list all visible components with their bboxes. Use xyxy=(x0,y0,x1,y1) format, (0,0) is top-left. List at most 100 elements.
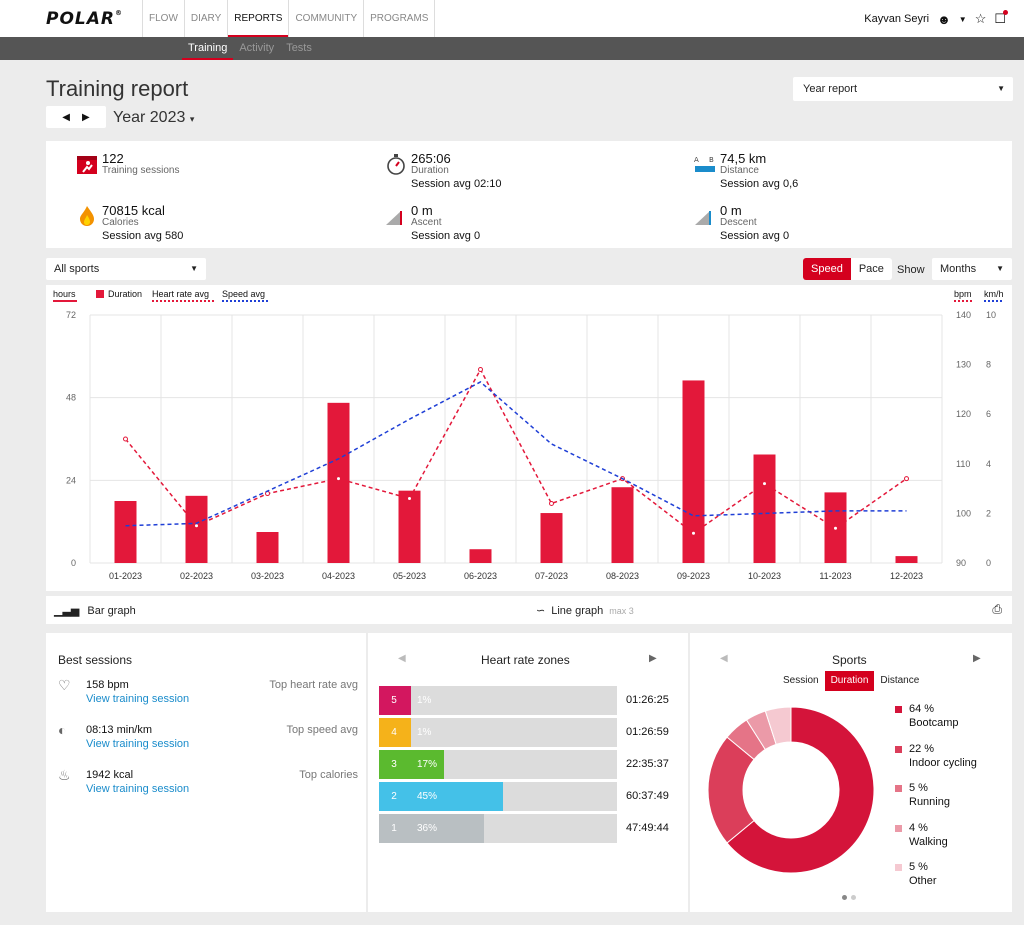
next-period-button[interactable]: ▶ xyxy=(82,111,90,123)
x-axis-tick: 02-2023 xyxy=(180,571,213,581)
sports-donut-slice xyxy=(764,706,792,745)
calendar-running-icon xyxy=(77,156,97,174)
tab-distance[interactable]: Distance xyxy=(874,671,926,691)
user-icon[interactable]: ☻ xyxy=(937,11,951,27)
speed-axis-tick: 4 xyxy=(986,459,991,469)
x-axis-tick: 06-2023 xyxy=(464,571,497,581)
zone-time: 60:37:49 xyxy=(626,790,669,802)
sub-nav: Training Activity Tests xyxy=(182,37,318,60)
flame-icon xyxy=(80,206,94,226)
print-icon[interactable]: ⎙ xyxy=(992,602,1002,616)
sport-filter-select[interactable]: All sports ▼ xyxy=(46,258,206,280)
next-panel-arrow[interactable]: ▶ xyxy=(649,653,657,664)
heart-rate-point xyxy=(762,481,767,487)
sports-donut-chart[interactable] xyxy=(706,705,876,875)
heart-rate-zone-bar[interactable]: 5 1% xyxy=(379,686,617,715)
duration-bar xyxy=(895,556,918,563)
zone-time: 01:26:59 xyxy=(626,726,669,738)
chevron-down-icon[interactable]: ▼ xyxy=(958,14,967,24)
heart-rate-line xyxy=(124,367,907,535)
view-training-session-link[interactable]: View training session xyxy=(86,738,190,750)
heart-rate-point xyxy=(194,523,199,529)
period-selector[interactable]: Year 2023 ▾ xyxy=(113,109,195,126)
heart-rate-zone-bar[interactable]: 3 17% xyxy=(379,750,617,779)
legend-heart-rate: Heart rate avg xyxy=(152,289,209,299)
nav-diary[interactable]: DIARY xyxy=(183,0,227,37)
legend-sport-name: Indoor cycling xyxy=(909,756,977,769)
legend-percent: 5 % xyxy=(909,861,928,873)
legend-percent: 22 % xyxy=(909,742,935,755)
x-axis-tick: 09-2023 xyxy=(677,571,710,581)
speed-pace-toggle: Speed Pace xyxy=(803,258,892,280)
prev-period-button[interactable]: ◀ xyxy=(62,111,70,123)
chevron-down-icon: ▼ xyxy=(997,84,1005,93)
zone-fill xyxy=(409,750,445,779)
legend-percent: 5 % xyxy=(909,782,928,794)
interval-select[interactable]: Months ▼ xyxy=(932,258,1012,280)
legend-sport-name: Running xyxy=(909,796,950,808)
line-chart-icon: ∽ xyxy=(536,605,546,617)
nav-flow[interactable]: FLOW xyxy=(142,0,184,37)
bar-graph-button[interactable]: ▁▃▅ Bar graph xyxy=(54,604,136,618)
page-dot[interactable] xyxy=(851,895,856,900)
nav-reports[interactable]: REPORTS xyxy=(227,0,289,37)
x-axis-tick: 01-2023 xyxy=(109,571,142,581)
user-name[interactable]: Kayvan Seyri xyxy=(864,13,930,25)
speed-axis-tick: 2 xyxy=(986,508,991,518)
zone-time: 22:35:37 xyxy=(626,758,669,770)
heart-rate-zone-bar[interactable]: 4 1% xyxy=(379,718,617,747)
report-type-select[interactable]: Year report ▼ xyxy=(793,77,1013,101)
speedometer-icon: ◐ xyxy=(58,722,67,738)
heart-rate-point xyxy=(336,476,341,482)
zone-fill xyxy=(409,814,484,843)
line-graph-button[interactable]: ∽ Line graph max 3 xyxy=(536,604,634,618)
duration-bar xyxy=(114,501,137,563)
show-label: Show xyxy=(897,264,925,276)
speed-axis-tick: 0 xyxy=(986,558,991,568)
nav-programs[interactable]: PROGRAMS xyxy=(363,0,436,37)
training-chart-section: All sports ▼ Speed Pace Show Months ▼ hour… xyxy=(46,255,1012,591)
heart-rate-point xyxy=(123,436,128,442)
bpm-axis-tick: 140 xyxy=(956,310,971,320)
top-navigation-bar: POLAR® FLOW DIARY REPORTS COMMUNITY PROG… xyxy=(0,0,1024,37)
sub-navigation-bar: Training Activity Tests xyxy=(0,37,1024,60)
chevron-down-icon: ▼ xyxy=(190,264,198,273)
legend-swatch xyxy=(895,824,902,832)
sports-donut-slice xyxy=(726,706,875,874)
training-chart[interactable]: hours Duration Heart rate avg Speed avg bpm k… xyxy=(46,285,1012,591)
heart-rate-zones-panel: ◀ Heart rate zones ▶ 5 1% 01:26:25 4 1% 01:26… xyxy=(368,633,688,912)
zone-number: 2 xyxy=(379,782,409,811)
tab-tests[interactable]: Tests xyxy=(286,42,312,54)
tab-session[interactable]: Session xyxy=(777,671,825,691)
tab-training[interactable]: Training xyxy=(182,37,234,60)
next-panel-arrow[interactable]: ▶ xyxy=(973,653,981,664)
heart-rate-zone-bar[interactable]: 1 36% xyxy=(379,814,617,843)
page-dot[interactable] xyxy=(842,895,847,900)
prev-panel-arrow[interactable]: ◀ xyxy=(398,653,406,664)
nav-community[interactable]: COMMUNITY xyxy=(288,0,363,37)
legend-speed: Speed avg xyxy=(222,289,265,299)
speed-toggle-button[interactable]: Speed xyxy=(803,258,851,280)
notification-icon[interactable]: ☐ xyxy=(994,10,1008,26)
duration-bar xyxy=(469,549,492,563)
legend-swatch xyxy=(895,745,902,753)
prev-panel-arrow[interactable]: ◀ xyxy=(720,653,728,664)
best-sessions-panel: Best sessions ♡ 158 bpm View training se… xyxy=(46,633,366,912)
heart-rate-point xyxy=(691,530,696,536)
left-axis-label: hours xyxy=(53,289,76,299)
legend-swatch xyxy=(895,706,902,713)
tab-activity[interactable]: Activity xyxy=(239,42,275,54)
heart-rate-point xyxy=(407,496,412,502)
pace-toggle-button[interactable]: Pace xyxy=(858,263,884,275)
zone-fill xyxy=(409,782,503,811)
speed-axis-tick: 8 xyxy=(986,360,991,370)
zone-number: 4 xyxy=(379,718,409,747)
svg-text:B: B xyxy=(709,156,714,164)
view-training-session-link[interactable]: View training session xyxy=(86,693,190,705)
polar-logo[interactable]: POLAR® xyxy=(46,9,123,29)
zone-number: 5 xyxy=(379,686,409,715)
heart-rate-zone-bar[interactable]: 2 45% xyxy=(379,782,617,811)
star-icon[interactable]: ☆ xyxy=(974,11,987,26)
view-training-session-link[interactable]: View training session xyxy=(86,783,190,795)
tab-duration[interactable]: Duration xyxy=(824,671,875,691)
